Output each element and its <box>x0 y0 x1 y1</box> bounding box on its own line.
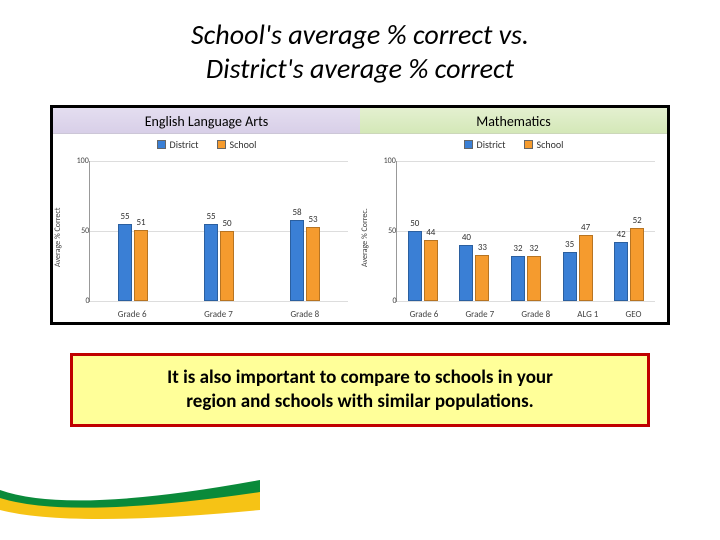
district-bar: 55 <box>204 224 218 301</box>
ela-legend: District School <box>53 134 360 153</box>
ytick-label: 0 <box>393 296 397 306</box>
gridline <box>397 301 655 302</box>
title-line2: District's average % correct <box>40 52 680 86</box>
bar-value-label: 42 <box>617 229 626 240</box>
math-plot-area: 05010050444033323235474252 <box>396 161 655 302</box>
xtick-label: Grade 7 <box>204 309 233 320</box>
math-panel-title: Mathematics <box>360 108 667 134</box>
district-bar: 40 <box>459 245 473 301</box>
district-bar: 35 <box>563 252 577 301</box>
district-bar: 32 <box>511 256 525 301</box>
legend-district: District <box>157 138 199 151</box>
title-line1: School's average % correct vs. <box>40 18 680 52</box>
district-bar: 50 <box>408 231 422 301</box>
district-swatch-icon <box>157 140 166 149</box>
math-plot: 05010050444033323235474252 Grade 6Grade … <box>376 157 659 322</box>
math-xlabels: Grade 6 Grade 7 Grade 8 ALG 1 GEO <box>396 309 655 320</box>
ytick-label: 0 <box>86 296 90 306</box>
school-bar: 33 <box>475 255 489 301</box>
district-bar: 42 <box>614 242 628 301</box>
bar-group: 5551 <box>118 161 148 301</box>
bar-value-label: 53 <box>308 214 317 225</box>
ela-panel: English Language Arts District School Av… <box>53 108 360 322</box>
bar-value-label: 47 <box>581 222 590 233</box>
bar-value-label: 33 <box>478 242 487 253</box>
xtick-label: GEO <box>626 309 642 320</box>
ytick-label: 100 <box>384 156 396 166</box>
bar-group: 3232 <box>511 161 541 301</box>
bar-value-label: 55 <box>120 211 129 222</box>
bar-value-label: 44 <box>426 227 435 238</box>
math-panel-body: District School Average % Correc. 0 50 100… <box>360 134 667 322</box>
bars-row: 50444033323235474252 <box>397 161 655 301</box>
bar-value-label: 51 <box>136 217 145 228</box>
xtick-label: Grade 8 <box>290 309 319 320</box>
ytick-label: 50 <box>388 226 396 236</box>
school-bar: 52 <box>630 228 644 301</box>
legend-district-label: District <box>477 138 506 151</box>
xtick-label: Grade 6 <box>410 309 439 320</box>
school-bar: 32 <box>527 256 541 301</box>
xtick-label: ALG 1 <box>577 309 598 320</box>
school-bar: 53 <box>306 227 320 301</box>
school-bar: 51 <box>134 230 148 301</box>
bar-value-label: 50 <box>222 218 231 229</box>
ytick-label: 50 <box>81 226 89 236</box>
xtick-label: Grade 6 <box>118 309 147 320</box>
bar-value-label: 58 <box>292 207 301 218</box>
slide-title: School's average % correct vs. District'… <box>0 0 720 95</box>
bar-value-label: 32 <box>513 243 522 254</box>
bar-value-label: 40 <box>462 232 471 243</box>
district-bar: 58 <box>290 220 304 301</box>
callout-box: It is also important to compare to schoo… <box>70 353 650 427</box>
school-bar: 47 <box>579 235 593 301</box>
legend-school: School <box>524 138 564 151</box>
bars-row: 555155505853 <box>90 161 348 301</box>
legend-school-label: School <box>537 138 564 151</box>
bar-value-label: 55 <box>206 211 215 222</box>
callout-line1: It is also important to compare to schoo… <box>91 366 629 390</box>
math-panel: Mathematics District School Average % Co… <box>360 108 667 322</box>
school-swatch-icon <box>524 140 533 149</box>
ela-panel-title: English Language Arts <box>53 108 360 134</box>
callout-line2: region and schools with similar populati… <box>91 390 629 414</box>
ela-plot-wrap: Average % Correct 050100555155505853 Gra… <box>53 153 360 322</box>
xtick-label: Grade 8 <box>521 309 550 320</box>
school-swatch-icon <box>217 140 226 149</box>
chart-container: English Language Arts District School Av… <box>50 105 670 325</box>
school-bar: 50 <box>220 231 234 301</box>
math-legend: District School <box>360 134 667 153</box>
bar-group: 5550 <box>204 161 234 301</box>
swoosh-decoration <box>0 470 260 540</box>
ela-ylabel: Average % Correct <box>53 153 67 322</box>
gridline <box>90 301 348 302</box>
math-ylabel: Average % Correc. <box>360 153 374 322</box>
district-swatch-icon <box>464 140 473 149</box>
ela-plot-area: 050100555155505853 <box>89 161 348 302</box>
bar-group: 3547 <box>563 161 593 301</box>
legend-district-label: District <box>170 138 199 151</box>
bar-group: 4252 <box>614 161 644 301</box>
ela-xlabels: Grade 6 Grade 7 Grade 8 <box>89 309 348 320</box>
school-bar: 44 <box>424 240 438 302</box>
legend-district: District <box>464 138 506 151</box>
bar-value-label: 52 <box>633 215 642 226</box>
bar-group: 4033 <box>459 161 489 301</box>
district-bar: 55 <box>118 224 132 301</box>
legend-school-label: School <box>230 138 257 151</box>
bar-value-label: 35 <box>565 239 574 250</box>
ela-plot: 050100555155505853 Grade 6Grade 7Grade 8 <box>69 157 352 322</box>
ela-panel-body: District School Average % Correct 0 50 100… <box>53 134 360 322</box>
ytick-label: 100 <box>77 156 89 166</box>
bar-group: 5044 <box>408 161 438 301</box>
legend-school: School <box>217 138 257 151</box>
bar-value-label: 32 <box>529 243 538 254</box>
xtick-label: Grade 7 <box>465 309 494 320</box>
bar-value-label: 50 <box>410 218 419 229</box>
math-plot-wrap: Average % Correc. 0501005044403332323547… <box>360 153 667 322</box>
bar-group: 5853 <box>290 161 320 301</box>
